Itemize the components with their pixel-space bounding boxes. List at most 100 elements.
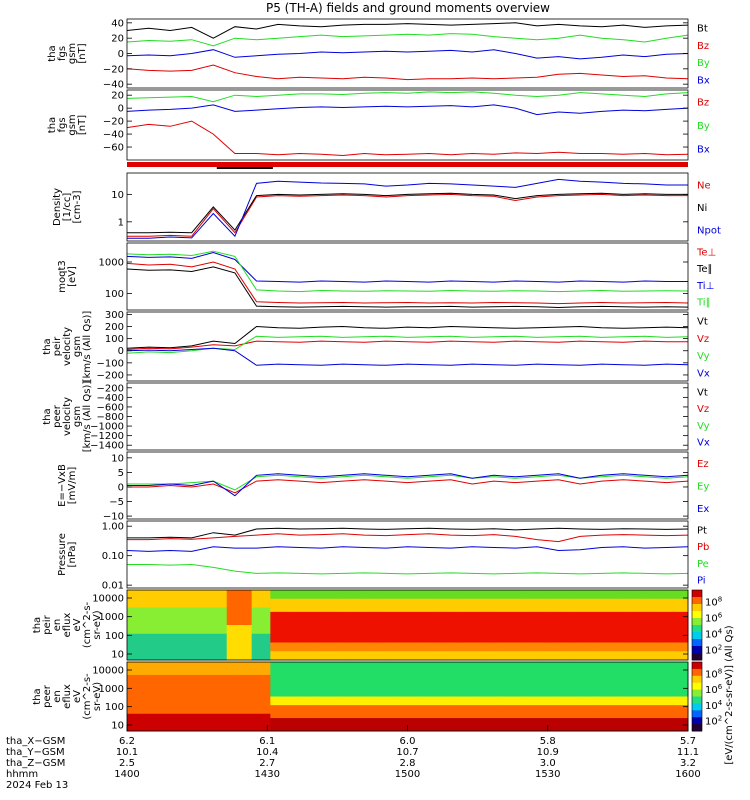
spectrogram-cell [606,705,614,710]
spectrogram-cell [501,666,508,672]
spectrogram-cell [226,705,234,710]
spectrogram-cell [644,655,652,661]
spectrogram-cell [513,638,521,643]
spectrogram-cell [582,705,589,710]
spectrogram-cell [600,590,608,595]
spectrogram-cell [264,679,271,685]
spectrogram-cell [133,687,140,693]
spectrogram-cell [582,713,589,719]
spectrogram-cell [501,625,508,630]
spectrogram-cell [164,696,172,702]
spectrogram-cell [613,674,620,680]
spectrogram-cell [401,683,408,689]
spectrogram-cell [669,620,677,626]
spectrogram-cell [513,692,521,697]
spectrogram-cell [388,709,396,715]
spectrogram-cell [532,633,539,639]
spectrogram-cell [432,718,440,723]
spectrogram-cell [538,670,546,676]
spectrogram-cell [232,620,240,626]
spectrogram-cell [638,594,645,600]
spectrogram-cell [451,646,458,652]
spectrogram-cell [476,670,483,676]
spectrogram-cell [307,655,315,661]
spectrogram-cell [644,692,652,697]
spectrogram-cell [569,638,577,643]
spectrogram-cell [264,705,271,710]
spectrogram-cell [650,700,658,706]
spectrogram-cell [613,603,620,608]
spectrogram-cell [376,692,384,697]
spectrogram-cell [127,590,134,595]
spectrogram-cell [419,670,427,676]
spectrogram-cell [351,662,359,667]
spectrogram-cell [638,692,645,697]
spectrogram-cell [563,594,571,600]
spectrogram-cell [544,718,552,723]
spectrogram-cell [270,633,278,639]
spectrogram-cell [525,625,533,630]
spectrogram-cell [295,638,303,643]
spectrogram-cell [326,594,334,600]
spectrogram-cell [351,629,359,635]
spectrogram-cell [208,616,215,622]
spectrogram-cell [419,620,427,626]
spectrogram-cell [220,638,228,643]
spectrogram-cell [482,646,490,652]
spectrogram-cell [345,590,352,595]
spectrogram-cell [444,662,452,667]
spectrogram-cell [401,674,408,680]
spectrogram-cell [307,674,315,680]
spectrogram-cell [656,607,664,613]
colorbar-segment [692,639,702,647]
spectrogram-cell [395,638,402,643]
spectrogram-cell [151,674,159,680]
spectrogram-cell [656,638,664,643]
spectrogram-cell [550,625,558,630]
spectrogram-cell [195,700,203,706]
spectrogram-cell [282,709,290,715]
spectrogram-cell [507,594,514,600]
spectrogram-cell [419,674,427,680]
spectrogram-cell [201,700,209,706]
spectrogram-cell [282,590,290,595]
spectrogram-cell [457,651,465,657]
spectrogram-cell [183,662,190,667]
spectrogram-cell [606,687,614,693]
spectrogram-cell [463,638,471,643]
spectrogram-cell [550,713,558,719]
spectrogram-cell [282,616,290,622]
spectrogram-cell [675,638,683,643]
spectrogram-cell [681,670,689,676]
spectrogram-cell [195,620,203,626]
state-bar [127,162,688,167]
spectrogram-cell [307,616,315,622]
spectrogram-cell [669,700,677,706]
x-tick-label: 2.5 [119,758,135,769]
spectrogram-cell [239,620,246,626]
spectrogram-cell [494,603,502,608]
spectrogram-cell [588,620,595,626]
spectrogram-cell [214,625,221,630]
spectrogram-cell [314,616,321,622]
spectrogram-cell [563,662,571,667]
spectrogram-cell [575,696,583,702]
spectrogram-cell [407,611,415,617]
spectrogram-cell [314,692,321,697]
spectrogram-cell [164,638,172,643]
spectrogram-cell [214,705,221,710]
spectrogram-cell [663,662,670,667]
spectrogram-cell [239,590,246,595]
spectrogram-cell [488,651,496,657]
spectrogram-cell [631,646,639,652]
spectrogram-cell [525,611,533,617]
spectrogram-cell [507,687,514,693]
spectrogram-cell [588,674,595,680]
spectrogram-cell [681,620,689,626]
spectrogram-cell [289,674,296,680]
spectrogram-cell [575,629,583,635]
spectrogram-cell [239,662,246,667]
spectrogram-cell [282,603,290,608]
spectrogram-cell [363,683,371,689]
spectrogram-cell [226,726,234,732]
